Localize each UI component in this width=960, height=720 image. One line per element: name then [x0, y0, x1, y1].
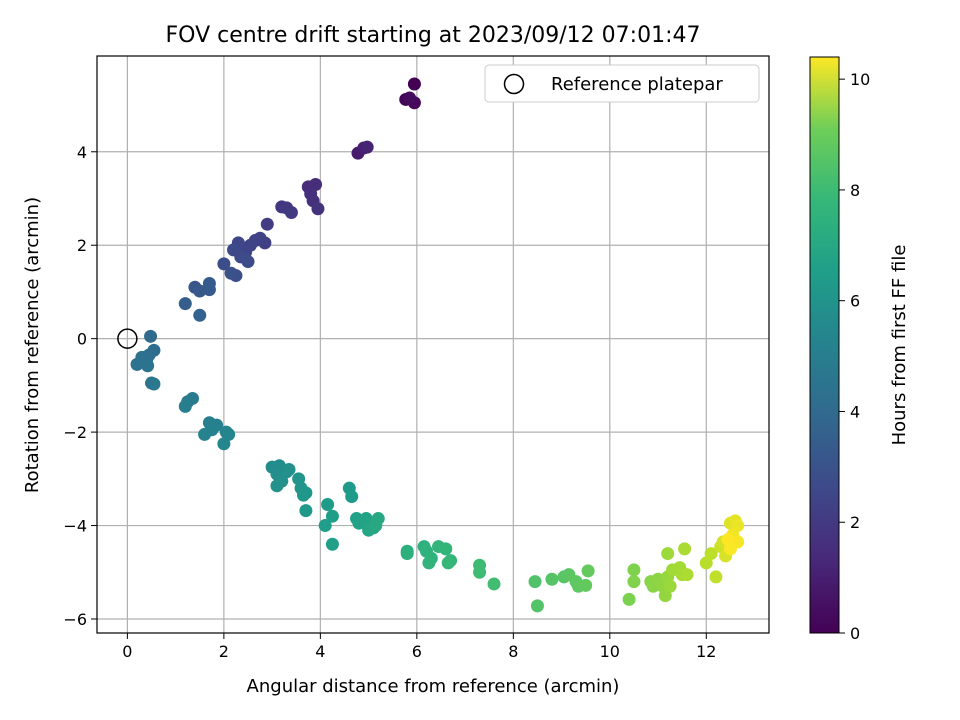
reference-marker [117, 328, 138, 349]
data-point [369, 519, 383, 533]
data-points [130, 77, 745, 613]
y-tick-label: −6 [63, 610, 87, 629]
data-point [581, 564, 595, 578]
data-point [400, 547, 414, 561]
colorbar-gradient [809, 56, 840, 634]
data-point [528, 575, 542, 589]
data-point [721, 533, 735, 547]
data-point [407, 77, 421, 91]
data-point [680, 568, 694, 582]
data-point [441, 556, 455, 570]
data-point [296, 488, 310, 502]
data-point [709, 570, 723, 584]
colorbar-ticks: 0 2 4 6 8 10 [839, 70, 870, 643]
y-axis: −6 −4 −2 0 2 4 [63, 143, 97, 629]
reference-marker-layer [117, 328, 138, 349]
data-point [325, 537, 339, 551]
data-point [321, 498, 335, 512]
y-tick-label: −2 [63, 423, 87, 442]
x-tick-label: 2 [219, 642, 229, 661]
data-point [141, 359, 155, 373]
x-tick-label: 6 [412, 642, 422, 661]
x-tick-label: 10 [600, 642, 620, 661]
x-axis-label: Angular distance from reference (arcmin) [247, 676, 620, 697]
data-point [530, 599, 544, 613]
data-point [627, 563, 641, 577]
legend-reference-marker [503, 73, 525, 95]
data-point [678, 542, 692, 556]
legend: Reference platepar [484, 64, 760, 103]
data-point [178, 399, 192, 413]
data-point [318, 519, 332, 533]
chart-title: FOV centre drift starting at 2023/09/12 … [166, 23, 701, 48]
y-axis-label: Rotation from reference (arcmin) [22, 197, 43, 493]
data-point [130, 357, 144, 371]
data-point [403, 91, 417, 105]
data-point [178, 297, 192, 311]
x-tick-label: 0 [122, 642, 132, 661]
data-point [311, 202, 325, 216]
data-point [545, 572, 559, 586]
x-tick-label: 4 [315, 642, 325, 661]
plot-frame [96, 55, 770, 634]
data-point [299, 504, 313, 518]
data-point [270, 479, 284, 493]
data-point [579, 578, 593, 592]
data-point [345, 490, 359, 504]
data-point [360, 140, 374, 154]
colorbar-tick-label: 4 [850, 402, 860, 421]
y-tick-label: −4 [63, 517, 87, 536]
data-point [627, 575, 641, 589]
data-point [487, 577, 501, 591]
data-point [147, 377, 161, 391]
colorbar: 0 2 4 6 8 10 Hours from first FF file [809, 56, 910, 643]
colorbar-tick-label: 2 [850, 513, 860, 532]
data-point [661, 547, 675, 561]
data-point [224, 266, 238, 280]
x-tick-label: 8 [508, 642, 518, 661]
data-point [439, 542, 453, 556]
data-point [193, 284, 207, 298]
data-point [241, 255, 255, 269]
legend-box [484, 64, 760, 103]
y-tick-label: 4 [77, 143, 87, 162]
data-point [663, 579, 677, 593]
data-point [217, 437, 231, 451]
colorbar-tick-label: 8 [850, 181, 860, 200]
data-point [202, 277, 216, 291]
data-point [282, 462, 296, 476]
legend-label: Reference platepar [551, 74, 723, 95]
colorbar-tick-label: 6 [850, 292, 860, 311]
data-point [325, 509, 339, 523]
y-tick-label: 2 [77, 236, 87, 255]
data-point [193, 308, 207, 322]
data-point [473, 565, 487, 579]
x-tick-label: 12 [696, 642, 716, 661]
colorbar-tick-label: 0 [850, 624, 860, 643]
data-point [217, 257, 231, 271]
x-axis: 0 2 4 6 8 10 12 [122, 633, 716, 661]
grid [97, 56, 769, 633]
data-point [622, 592, 636, 606]
data-point [422, 556, 436, 570]
data-point [260, 217, 274, 231]
data-point [144, 329, 158, 343]
data-point [284, 206, 298, 220]
colorbar-tick-label: 10 [850, 70, 870, 89]
data-point [198, 427, 212, 441]
y-tick-label: 0 [77, 330, 87, 349]
data-point [704, 547, 718, 561]
colorbar-label: Hours from first FF file [889, 245, 910, 446]
